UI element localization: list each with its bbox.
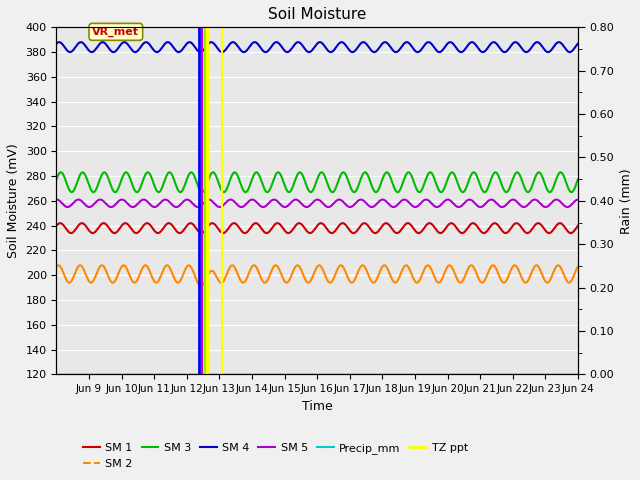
Title: Soil Moisture: Soil Moisture (268, 7, 366, 22)
Legend: SM 1, SM 2, SM 3, SM 4, SM 5, Precip_mm, TZ ppt: SM 1, SM 2, SM 3, SM 4, SM 5, Precip_mm,… (79, 439, 472, 473)
Y-axis label: Rain (mm): Rain (mm) (620, 168, 633, 234)
X-axis label: Time: Time (302, 400, 333, 413)
Text: VR_met: VR_met (92, 27, 140, 37)
Y-axis label: Soil Moisture (mV): Soil Moisture (mV) (7, 144, 20, 258)
